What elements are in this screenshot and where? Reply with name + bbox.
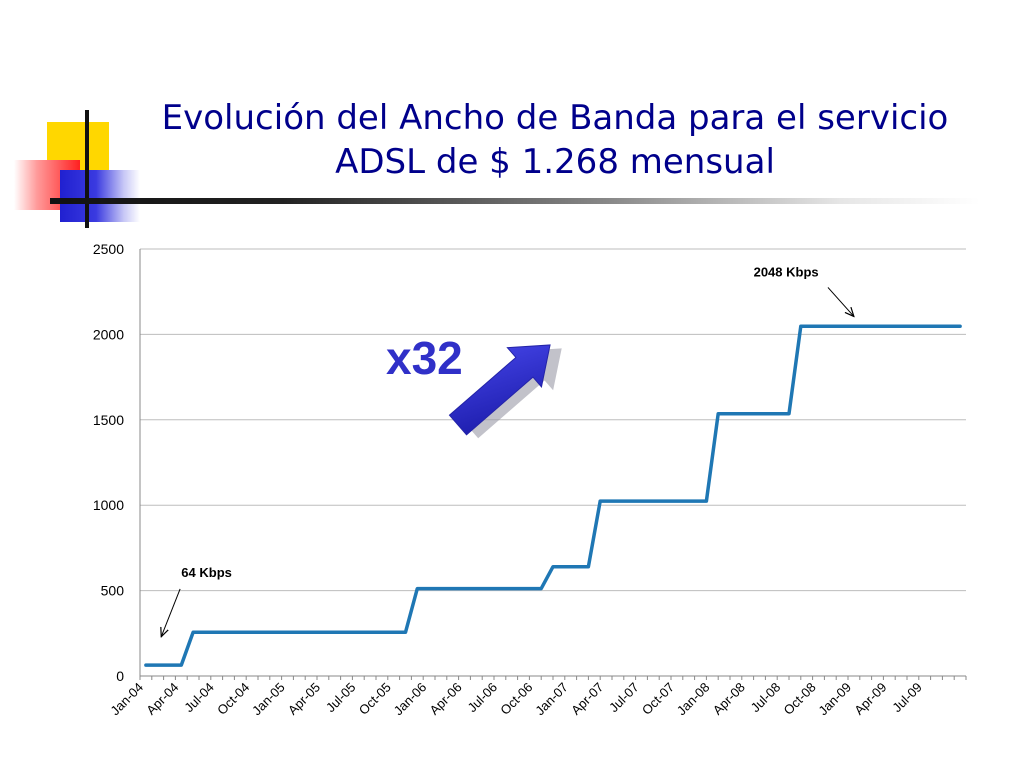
y-tick-label: 0 [116,668,124,684]
y-tick-label: 2000 [93,326,124,342]
corner-logo [0,0,150,240]
x-tick-label: Apr-06 [427,680,465,718]
y-tick-label: 1000 [93,497,124,513]
x-tick-label: Oct-06 [497,680,535,718]
x-tick-label: Jul-08 [748,680,784,716]
x-tick-label: Apr-04 [143,680,181,718]
y-tick-label: 1500 [93,412,124,428]
y-tick-label: 500 [101,583,125,599]
x-tick-label: Jul-05 [323,680,359,716]
series-group [144,324,962,667]
title-underline [50,198,980,204]
x-tick-label: Jan-05 [249,680,288,719]
x-tick-label: Jan-04 [107,680,146,719]
x-tick-label: Jan-07 [532,680,571,719]
chart-title-line-2: ADSL de $ 1.268 mensual [335,142,775,182]
x-tick-label: Jan-08 [674,680,713,719]
x-tick-label: Jul-06 [464,680,500,716]
annotation-label: 2048 Kbps [754,264,819,279]
annotation-arrow [827,287,854,316]
x-tick-label: Apr-07 [568,680,606,718]
grid [140,248,966,677]
logo-blue-square [60,170,140,222]
series-line [144,324,962,667]
y-tick-label: 2500 [93,241,124,257]
x-tick-label: Oct-08 [781,680,819,718]
chart-title-line-1: Evolución del Ancho de Banda para el ser… [161,98,949,138]
x-tick-label: Oct-05 [356,680,394,718]
x-tick-label: Jul-09 [889,680,925,716]
annotation-arrow [161,588,181,637]
x-tick-label: Apr-05 [285,680,323,718]
growth-arrow-icon [448,344,562,439]
multiplier-label: x32 [386,332,463,384]
annotations: 64 Kbps 2048 Kbps [161,264,854,636]
logo-vertical-line [85,110,89,228]
x-tick-label: Oct-04 [214,680,252,718]
x-tick-label: Jul-04 [181,680,217,716]
x-tick-label: Jan-09 [815,680,854,719]
x-tick-label: Apr-08 [710,680,748,718]
annotation-label: 64 Kbps [181,565,232,580]
chart-title: Evolución del Ancho de Banda para el ser… [120,96,990,184]
x-tick-label: Jul-07 [606,680,642,716]
x-tick-label: Oct-07 [639,680,677,718]
x-tick-label: Apr-09 [851,680,889,718]
x-tick-label: Jan-06 [391,680,430,719]
